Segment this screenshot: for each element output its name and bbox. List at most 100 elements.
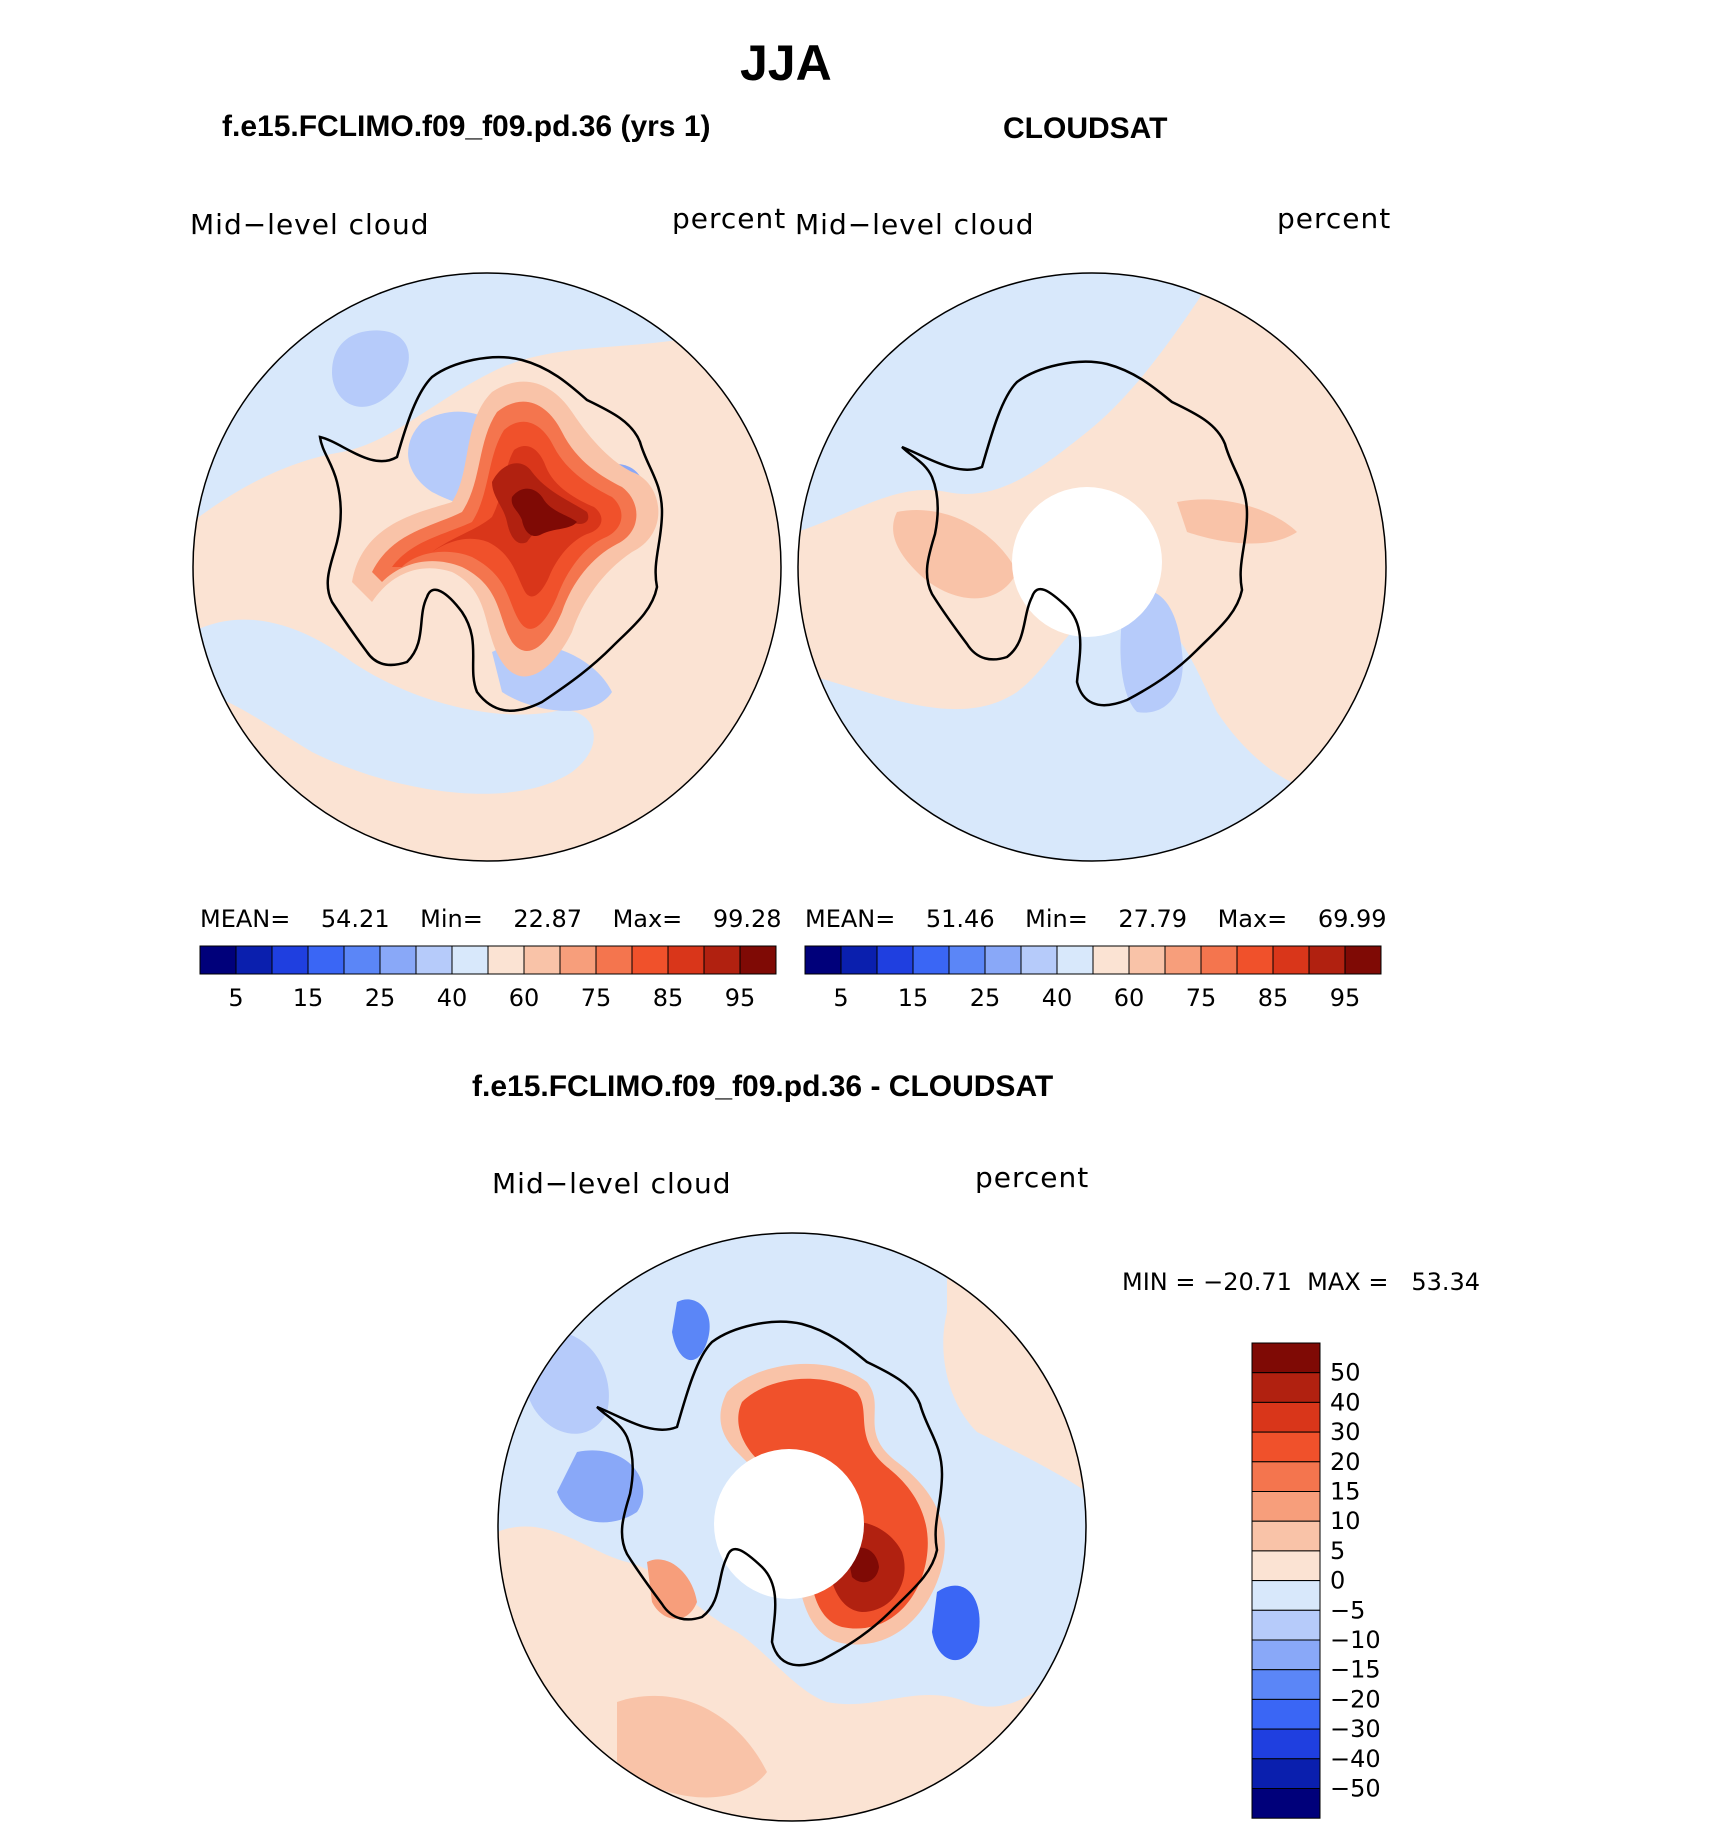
- obs-colorbar-swatch: [1128, 945, 1166, 975]
- obs-stats: MEAN= 51.46 Min= 27.79 Max= 69.99: [805, 905, 1387, 933]
- diff-colorbar-tick-label: −50: [1330, 1775, 1381, 1803]
- model-colorbar-swatch: [631, 945, 669, 975]
- model-colorbar-tick-label: 25: [365, 984, 396, 1012]
- obs-colorbar-swatch: [1308, 945, 1346, 975]
- diff-colorbar-tick-label: −15: [1330, 1656, 1381, 1684]
- model-colorbar-tick-label: 95: [725, 984, 756, 1012]
- model-max-value: 99.28: [712, 905, 782, 933]
- obs-colorbar-swatch: [1092, 945, 1130, 975]
- model-colorbar: 5 15 25 40 60 75 85 95: [199, 945, 777, 1012]
- diff-colorbar-tick-label: −40: [1330, 1745, 1381, 1773]
- diff-colorbar-tick-label: 50: [1330, 1359, 1361, 1387]
- obs-colorbar-swatch: [1344, 945, 1382, 975]
- model-stats: MEAN= 54.21 Min= 22.87 Max= 99.28: [200, 905, 782, 933]
- diff-colorbar-swatch: [1251, 1609, 1321, 1641]
- model-colorbar-swatch: [667, 945, 705, 975]
- obs-max-label: Max=: [1217, 905, 1288, 933]
- diff-colorbar-swatch: [1251, 1372, 1321, 1403]
- diff-colorbar-swatch: [1251, 1491, 1321, 1522]
- model-colorbar-tick-label: 85: [653, 984, 684, 1012]
- obs-colorbar-tick-label: 40: [1042, 984, 1073, 1012]
- model-min-label: Min=: [420, 905, 483, 933]
- diff-colorbar-swatch: [1251, 1342, 1321, 1374]
- model-colorbar-tick-label: 60: [509, 984, 540, 1012]
- obs-min-value: 27.79: [1118, 905, 1188, 933]
- model-colorbar-swatch: [595, 945, 633, 975]
- diff-field-label: Mid−level cloud: [492, 1167, 732, 1200]
- model-colorbar-swatch: [271, 945, 309, 975]
- diff-colorbar-tick-label: −20: [1330, 1685, 1381, 1713]
- obs-colorbar-swatch: [1200, 945, 1238, 975]
- diff-colorbar-tick-label: 15: [1330, 1478, 1361, 1506]
- diff-colorbar-swatch: [1251, 1580, 1321, 1611]
- model-colorbar-swatch: [199, 945, 237, 975]
- obs-colorbar-swatch: [912, 945, 950, 975]
- model-mean-value: 54.21: [320, 905, 390, 933]
- model-colorbar-swatch: [451, 945, 489, 975]
- obs-polar-map: [797, 272, 1387, 862]
- model-min-value: 22.87: [513, 905, 583, 933]
- model-colorbar-swatch: [379, 945, 417, 975]
- obs-units-label: percent: [1277, 202, 1392, 235]
- model-field-label: Mid−level cloud: [190, 208, 430, 241]
- diff-colorbar-swatch: [1251, 1788, 1321, 1819]
- model-colorbar-swatch: [343, 945, 381, 975]
- diff-colorbar-tick-label: 5: [1330, 1537, 1345, 1565]
- model-panel-heading: f.e15.FCLIMO.f09_f09.pd.36 (yrs 1): [222, 110, 711, 143]
- diff-colorbar-tick-label: 20: [1330, 1448, 1361, 1476]
- obs-colorbar-swatch: [948, 945, 986, 975]
- diff-colorbar-swatch: [1251, 1520, 1321, 1552]
- diff-colorbar-tick-label: 0: [1330, 1567, 1345, 1595]
- diff-colorbar-swatch: [1251, 1669, 1321, 1700]
- obs-colorbar-tick-label: 60: [1114, 984, 1145, 1012]
- obs-colorbar-swatch: [1272, 945, 1310, 975]
- diff-colorbar-swatch: [1251, 1639, 1321, 1671]
- diff-colorbar-swatch: [1251, 1550, 1321, 1582]
- model-units-label: percent: [672, 202, 787, 235]
- obs-min-label: Min=: [1025, 905, 1088, 933]
- obs-colorbar-swatch: [804, 945, 842, 975]
- obs-panel-heading: CLOUDSAT: [1003, 112, 1168, 145]
- obs-colorbar-swatch: [1056, 945, 1094, 975]
- model-mean-label: MEAN=: [200, 905, 291, 933]
- obs-colorbar-swatch: [1164, 945, 1202, 975]
- obs-colorbar-swatch: [984, 945, 1022, 975]
- diff-panel-heading: f.e15.FCLIMO.f09_f09.pd.36 - CLOUDSAT: [472, 1070, 1054, 1103]
- diff-colorbar-swatch: [1251, 1431, 1321, 1463]
- diff-colorbar-tick-label: −5: [1330, 1596, 1365, 1624]
- model-colorbar-tick-label: 5: [228, 984, 243, 1012]
- diff-minmax: MIN = −20.71 MAX = 53.34: [1122, 1268, 1481, 1296]
- diff-colorbar-swatch: [1251, 1401, 1321, 1433]
- obs-colorbar-tick-label: 5: [833, 984, 848, 1012]
- diff-colorbar-swatch: [1251, 1758, 1321, 1789]
- diff-colorbar-swatch: [1251, 1728, 1321, 1760]
- obs-field-label: Mid−level cloud: [795, 208, 1035, 241]
- obs-colorbar-swatch: [876, 945, 914, 975]
- obs-mean-label: MEAN=: [805, 905, 896, 933]
- model-colorbar-tick-label: 75: [581, 984, 612, 1012]
- model-colorbar-swatch: [703, 945, 741, 975]
- model-colorbar-swatch: [559, 945, 597, 975]
- obs-colorbar: 5 15 25 40 60 75 85 95: [804, 945, 1382, 1012]
- obs-colorbar-tick-label: 95: [1330, 984, 1361, 1012]
- obs-colorbar-tick-label: 75: [1186, 984, 1217, 1012]
- figure-title: JJA: [740, 35, 832, 91]
- diff-colorbar-tick-label: 10: [1330, 1507, 1361, 1535]
- diff-units-label: percent: [975, 1161, 1090, 1194]
- diff-colorbar-swatch: [1251, 1698, 1321, 1730]
- model-colorbar-swatch: [523, 945, 561, 975]
- model-colorbar-swatch: [307, 945, 345, 975]
- model-max-label: Max=: [612, 905, 683, 933]
- obs-colorbar-tick-label: 25: [970, 984, 1001, 1012]
- obs-max-value: 69.99: [1317, 905, 1387, 933]
- diff-colorbar-tick-label: −10: [1330, 1626, 1381, 1654]
- diff-colorbar-tick-label: 40: [1330, 1388, 1361, 1416]
- model-polar-map: [192, 272, 782, 862]
- obs-colorbar-tick-label: 15: [898, 984, 929, 1012]
- diff-polar-map: [497, 1232, 1087, 1822]
- model-colorbar-swatch: [235, 945, 273, 975]
- model-colorbar-swatch: [487, 945, 525, 975]
- model-colorbar-tick-label: 40: [437, 984, 468, 1012]
- diff-colorbar-swatch: [1251, 1461, 1321, 1493]
